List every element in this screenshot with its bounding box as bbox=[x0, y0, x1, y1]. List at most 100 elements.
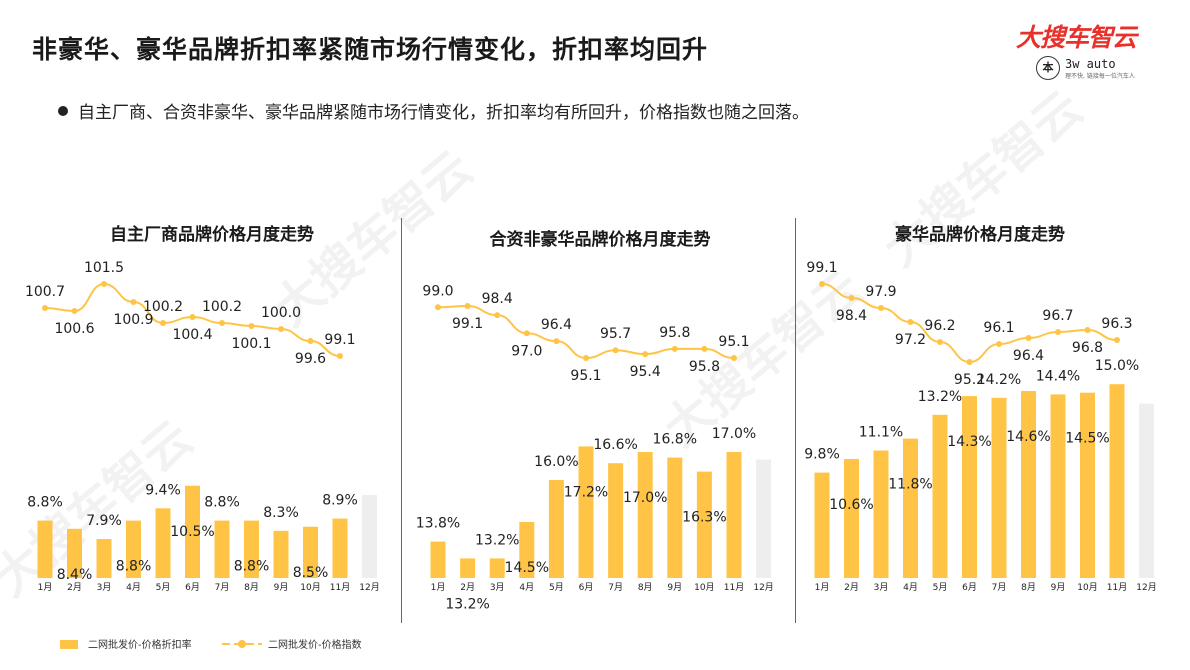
bar-value-label: 10.6% bbox=[829, 497, 873, 513]
line-value-label: 96.3 bbox=[1101, 316, 1132, 332]
line-point bbox=[101, 281, 107, 287]
line-value-label: 100.1 bbox=[231, 336, 271, 352]
x-tick-label: 7月 bbox=[992, 582, 1007, 593]
line-point bbox=[848, 295, 855, 301]
line-value-label: 99.1 bbox=[806, 260, 837, 276]
bar-value-label: 9.4% bbox=[145, 482, 181, 498]
bar-placeholder bbox=[1139, 403, 1154, 578]
brand-logo: 大搜车智云 bbox=[1016, 23, 1137, 52]
x-tick-label: 9月 bbox=[274, 582, 289, 593]
line-point bbox=[494, 312, 501, 319]
line-point bbox=[701, 345, 708, 352]
chart-title-1: 自主厂商品牌价格月度走势 bbox=[110, 225, 314, 245]
line-value-label: 100.2 bbox=[202, 299, 242, 315]
line-value-label: 99.6 bbox=[295, 351, 326, 367]
legend-line-label: 二网批发价-价格指数 bbox=[268, 640, 362, 651]
bar-value-label: 16.0% bbox=[534, 454, 578, 470]
x-tick-label: 1月 bbox=[815, 582, 830, 593]
line-point bbox=[1055, 329, 1061, 335]
bar bbox=[519, 522, 535, 578]
brand-block: 大搜车智云 本 3w auto 理不快, 链接每一位汽车人 bbox=[1008, 14, 1178, 84]
line-point bbox=[130, 299, 137, 305]
bar-value-label: 14.5% bbox=[505, 560, 549, 576]
chart-title-2: 合资非豪华品牌价格月度走势 bbox=[489, 230, 711, 250]
bar-value-label: 17.0% bbox=[623, 490, 667, 506]
x-tick-label: 8月 bbox=[244, 582, 259, 593]
bar bbox=[903, 438, 918, 578]
line-point bbox=[671, 345, 678, 352]
x-tick-label: 11月 bbox=[1107, 582, 1127, 593]
legend-bar-swatch bbox=[60, 640, 78, 649]
x-tick-label: 3月 bbox=[97, 582, 112, 593]
line-value-label: 95.1 bbox=[570, 368, 601, 384]
line-value-label: 96.2 bbox=[924, 318, 955, 334]
bar bbox=[548, 480, 564, 578]
line-value-label: 98.4 bbox=[836, 308, 867, 324]
line-value-label: 95.8 bbox=[659, 325, 690, 341]
x-tick-label: 10月 bbox=[1077, 582, 1097, 593]
bar bbox=[1021, 391, 1036, 578]
line-point bbox=[553, 338, 560, 345]
line-point bbox=[996, 341, 1002, 347]
x-tick-label: 6月 bbox=[962, 582, 977, 593]
x-tick-label: 1月 bbox=[431, 582, 446, 593]
bar bbox=[873, 450, 889, 578]
x-tick-label: 12月 bbox=[753, 582, 773, 593]
line-point bbox=[71, 308, 78, 314]
line-value-label: 99.1 bbox=[452, 316, 483, 332]
bar-value-label: 8.8% bbox=[27, 495, 63, 511]
bar-value-label: 13.2% bbox=[445, 596, 489, 612]
line-value-label: 100.4 bbox=[172, 327, 212, 343]
line-value-label: 99.0 bbox=[422, 283, 453, 299]
line-value-label: 97.2 bbox=[895, 332, 926, 348]
bar-value-label: 8.8% bbox=[204, 495, 240, 511]
bar-value-label: 11.1% bbox=[859, 425, 903, 441]
x-tick-label: 6月 bbox=[185, 582, 200, 593]
bullet-dot-icon bbox=[58, 106, 68, 116]
x-tick-label: 6月 bbox=[579, 582, 594, 593]
x-tick-label: 2月 bbox=[67, 582, 82, 593]
bar bbox=[726, 452, 742, 578]
x-tick-label: 1月 bbox=[38, 582, 53, 593]
bar-value-label: 17.2% bbox=[564, 484, 608, 500]
x-tick-label: 11月 bbox=[330, 582, 350, 593]
line-point bbox=[1025, 335, 1032, 341]
line-value-label: 96.4 bbox=[1013, 348, 1044, 364]
panel-divider bbox=[401, 218, 402, 623]
line-value-label: 100.9 bbox=[113, 312, 153, 328]
legend-bar: 二网批发价-价格折扣率 bbox=[60, 636, 192, 651]
bar-placeholder bbox=[756, 459, 772, 578]
bar-value-label: 13.2% bbox=[918, 389, 962, 405]
bar bbox=[932, 414, 948, 578]
line-point bbox=[819, 281, 825, 287]
bar bbox=[96, 539, 112, 578]
line-value-label: 95.2 bbox=[954, 372, 985, 388]
bar-value-label: 14.5% bbox=[1065, 431, 1109, 447]
line-point bbox=[160, 320, 166, 326]
bar-value-label: 16.6% bbox=[593, 437, 637, 453]
line-point bbox=[337, 353, 343, 359]
x-tick-label: 9月 bbox=[1051, 582, 1066, 593]
bar bbox=[667, 457, 683, 578]
bar-value-label: 7.9% bbox=[86, 513, 122, 529]
bar bbox=[185, 485, 200, 578]
x-tick-label: 5月 bbox=[156, 582, 171, 593]
bar bbox=[1050, 394, 1066, 578]
line-value-label: 95.8 bbox=[689, 359, 720, 375]
x-tick-label: 7月 bbox=[608, 582, 623, 593]
line-value-label: 95.1 bbox=[718, 334, 749, 350]
line-value-label: 97.0 bbox=[511, 343, 542, 359]
bar bbox=[1109, 384, 1125, 578]
line-value-label: 97.9 bbox=[865, 284, 896, 300]
x-tick-label: 8月 bbox=[638, 582, 653, 593]
bar-value-label: 8.8% bbox=[234, 559, 270, 575]
bar-value-label: 8.8% bbox=[116, 559, 152, 575]
line-value-label: 96.7 bbox=[1042, 308, 1073, 324]
bar bbox=[430, 541, 446, 578]
line-point bbox=[1114, 337, 1120, 343]
line-value-label: 98.4 bbox=[482, 291, 513, 307]
legend-line: 二网批发价-价格指数 bbox=[222, 636, 362, 651]
bar-value-label: 14.3% bbox=[947, 434, 991, 450]
line-value-label: 96.8 bbox=[1072, 340, 1103, 356]
